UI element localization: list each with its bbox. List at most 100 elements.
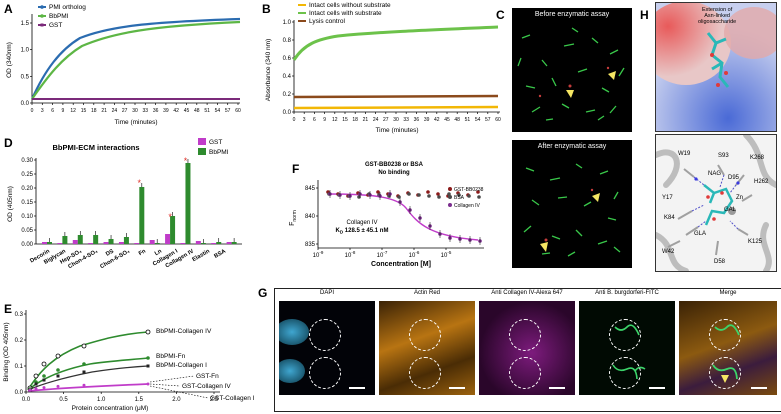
ligand-sticks [706,32,730,88]
data-point [146,356,150,360]
gst-bar [103,242,109,244]
bsa-point [417,193,421,197]
residue-label-k125: K125 [748,239,763,245]
y-tick-label: 840 [305,214,316,220]
legend-collagen-iv: Collagen IV [454,203,481,209]
gst-bar [72,240,78,244]
bbpmi-bar [123,237,129,244]
panel-label-b: B [262,2,271,16]
label-dapi: DAPI [319,290,334,296]
label-gst-collagen-i: GST-Collagen I [210,395,255,402]
panel-b-xlabel: Time (minutes) [375,127,418,134]
x-tick-label: 36 [153,108,159,114]
arrowhead-marker [540,242,548,252]
panel-label-a: A [4,2,13,16]
data-point [33,373,39,379]
panel-f-title: GST-BB0238 or BSA [365,162,424,168]
panel-g-microscopy: DAPI Actin Red Anti Collagen IV-Alexa 64… [274,288,781,412]
x-tick-label: 1.5 [135,397,144,403]
y-tick-label: 0.10 [21,214,33,220]
merge-image [679,301,777,395]
significance-star: * [184,156,188,166]
category-label: BSA [213,248,227,260]
panel-label-g: G [258,286,268,300]
panel-a-xlabel: Time (minutes) [114,119,157,126]
x-tick-label: 15 [81,108,87,114]
y-tick-label: 1.0 [21,48,30,54]
bbpmi-bar [185,163,191,244]
category-label: Elastin [192,248,212,263]
x-tick-label: 0 [293,117,296,123]
x-tick-label: 45 [444,117,450,123]
bbpmi-bar [200,243,206,244]
gst-curves [27,383,149,392]
residue-label-gal: GAL [724,207,737,213]
data-point [146,382,150,386]
y-tick-label: 0.3 [15,312,24,318]
x-tick-label: 10-8 [345,250,356,259]
y-tick-label: 0.20 [21,186,33,192]
dapi-image [279,301,375,395]
ligand-sticks [703,184,734,226]
x-tick-label: 12 [70,108,76,114]
y-tick-label: 0.2 [15,338,24,344]
panel-e-chart: 0.0 0.1 0.2 0.3 0.0 0.5 1.0 1.5 2.0 2.5 Binding … [3,310,255,412]
label-gst-collagen-iv: GST-Collagen IV [182,383,231,390]
borrelia-fitc-image [579,301,675,395]
y-tick-label: 1.5 [21,21,30,27]
legend-without-substrate: Intact cells without substrate [309,2,391,9]
gst-bar [134,243,140,244]
bbpmi-bar [77,235,83,244]
bsa-point [447,192,451,196]
panel-a-chart: 0.00.51.01.5 0 3 6 9 12 15 18 21 24 27 30 33 36 39 42 4… [6,4,241,126]
gst-bb0238-point [376,190,380,194]
legend-gst: GST [49,22,62,29]
gst-bb0238-point [436,192,440,196]
panel-f-subtitle: No binding [378,170,410,176]
label-bbpmi-collagen-iv: BbPMI-Collagen IV [156,328,212,335]
caption-after-assay: After enzymatic assay [537,143,607,150]
panel-d-ylabel: OD (405nm) [7,186,14,222]
panel-a-axes [31,14,240,104]
x-tick-label: 2.5 [210,397,219,403]
label-borrelia-fitc: Anti B. burgdorferi-FITC [595,290,659,296]
label-merge: Merge [719,290,737,296]
x-tick-label: 18 [352,117,358,123]
bbpmi-bar [139,187,145,244]
y-tick-label: 835 [305,242,316,248]
gst-bb0238-point [476,190,480,194]
x-tick-label: 1.0 [97,397,106,403]
residue-label-d95: D95 [728,175,740,181]
x-tick-label: 2.0 [172,397,181,403]
y-tick-label: 0.15 [21,200,33,206]
x-tick-label: 48 [454,117,460,123]
label-gst-fn: GST-Fn [196,373,219,380]
x-tick-label: 3 [303,117,306,123]
panel-b-ylabel: Absorbance (340 nm) [265,39,272,102]
legend-pmi-ortholog: PMI ortholog [49,4,86,11]
arrowhead-marker [608,71,616,80]
residue-label-w42: W42 [662,249,675,255]
label-bbpmi-fn: BbPMI-Fn [156,353,186,360]
bbpmi-bar [216,242,222,244]
structure-surface-view: Extension of Asn-linked oligosaccharide [655,2,777,132]
data-point [42,386,46,390]
panel-b-chart: 0.00.20.40.60.81.0 0 3 6 9 12 15 18 21 24 27 30 33 3… [265,2,501,134]
lysis-control-curve [293,94,499,99]
microscopy-before-assay: Before enzymatic assay [512,8,632,132]
bbpmi-curve [31,20,241,100]
residue-label-d58: D58 [714,259,726,265]
residue-label-k268: K268 [750,155,765,161]
gst-bar [57,243,63,244]
x-tick-label: 10-7 [377,250,388,259]
category-label: DS [105,248,115,257]
x-tick-label: 24 [373,117,379,123]
label-bbpmi-collagen-i: BbPMI-Collagen I [156,362,207,369]
panel-d-title: BbPMI-ECM interactions [52,143,139,152]
x-tick-label: 27 [383,117,389,123]
significance-star: * [168,212,172,222]
panel-f-chart: GST-BB0238 or BSA No binding 835 840 845 1… [289,162,484,268]
oligosaccharide-annotation: Extension of Asn-linked oligosaccharide [698,7,737,25]
x-tick-label: 21 [363,117,369,123]
x-tick-label: 9 [62,108,65,114]
